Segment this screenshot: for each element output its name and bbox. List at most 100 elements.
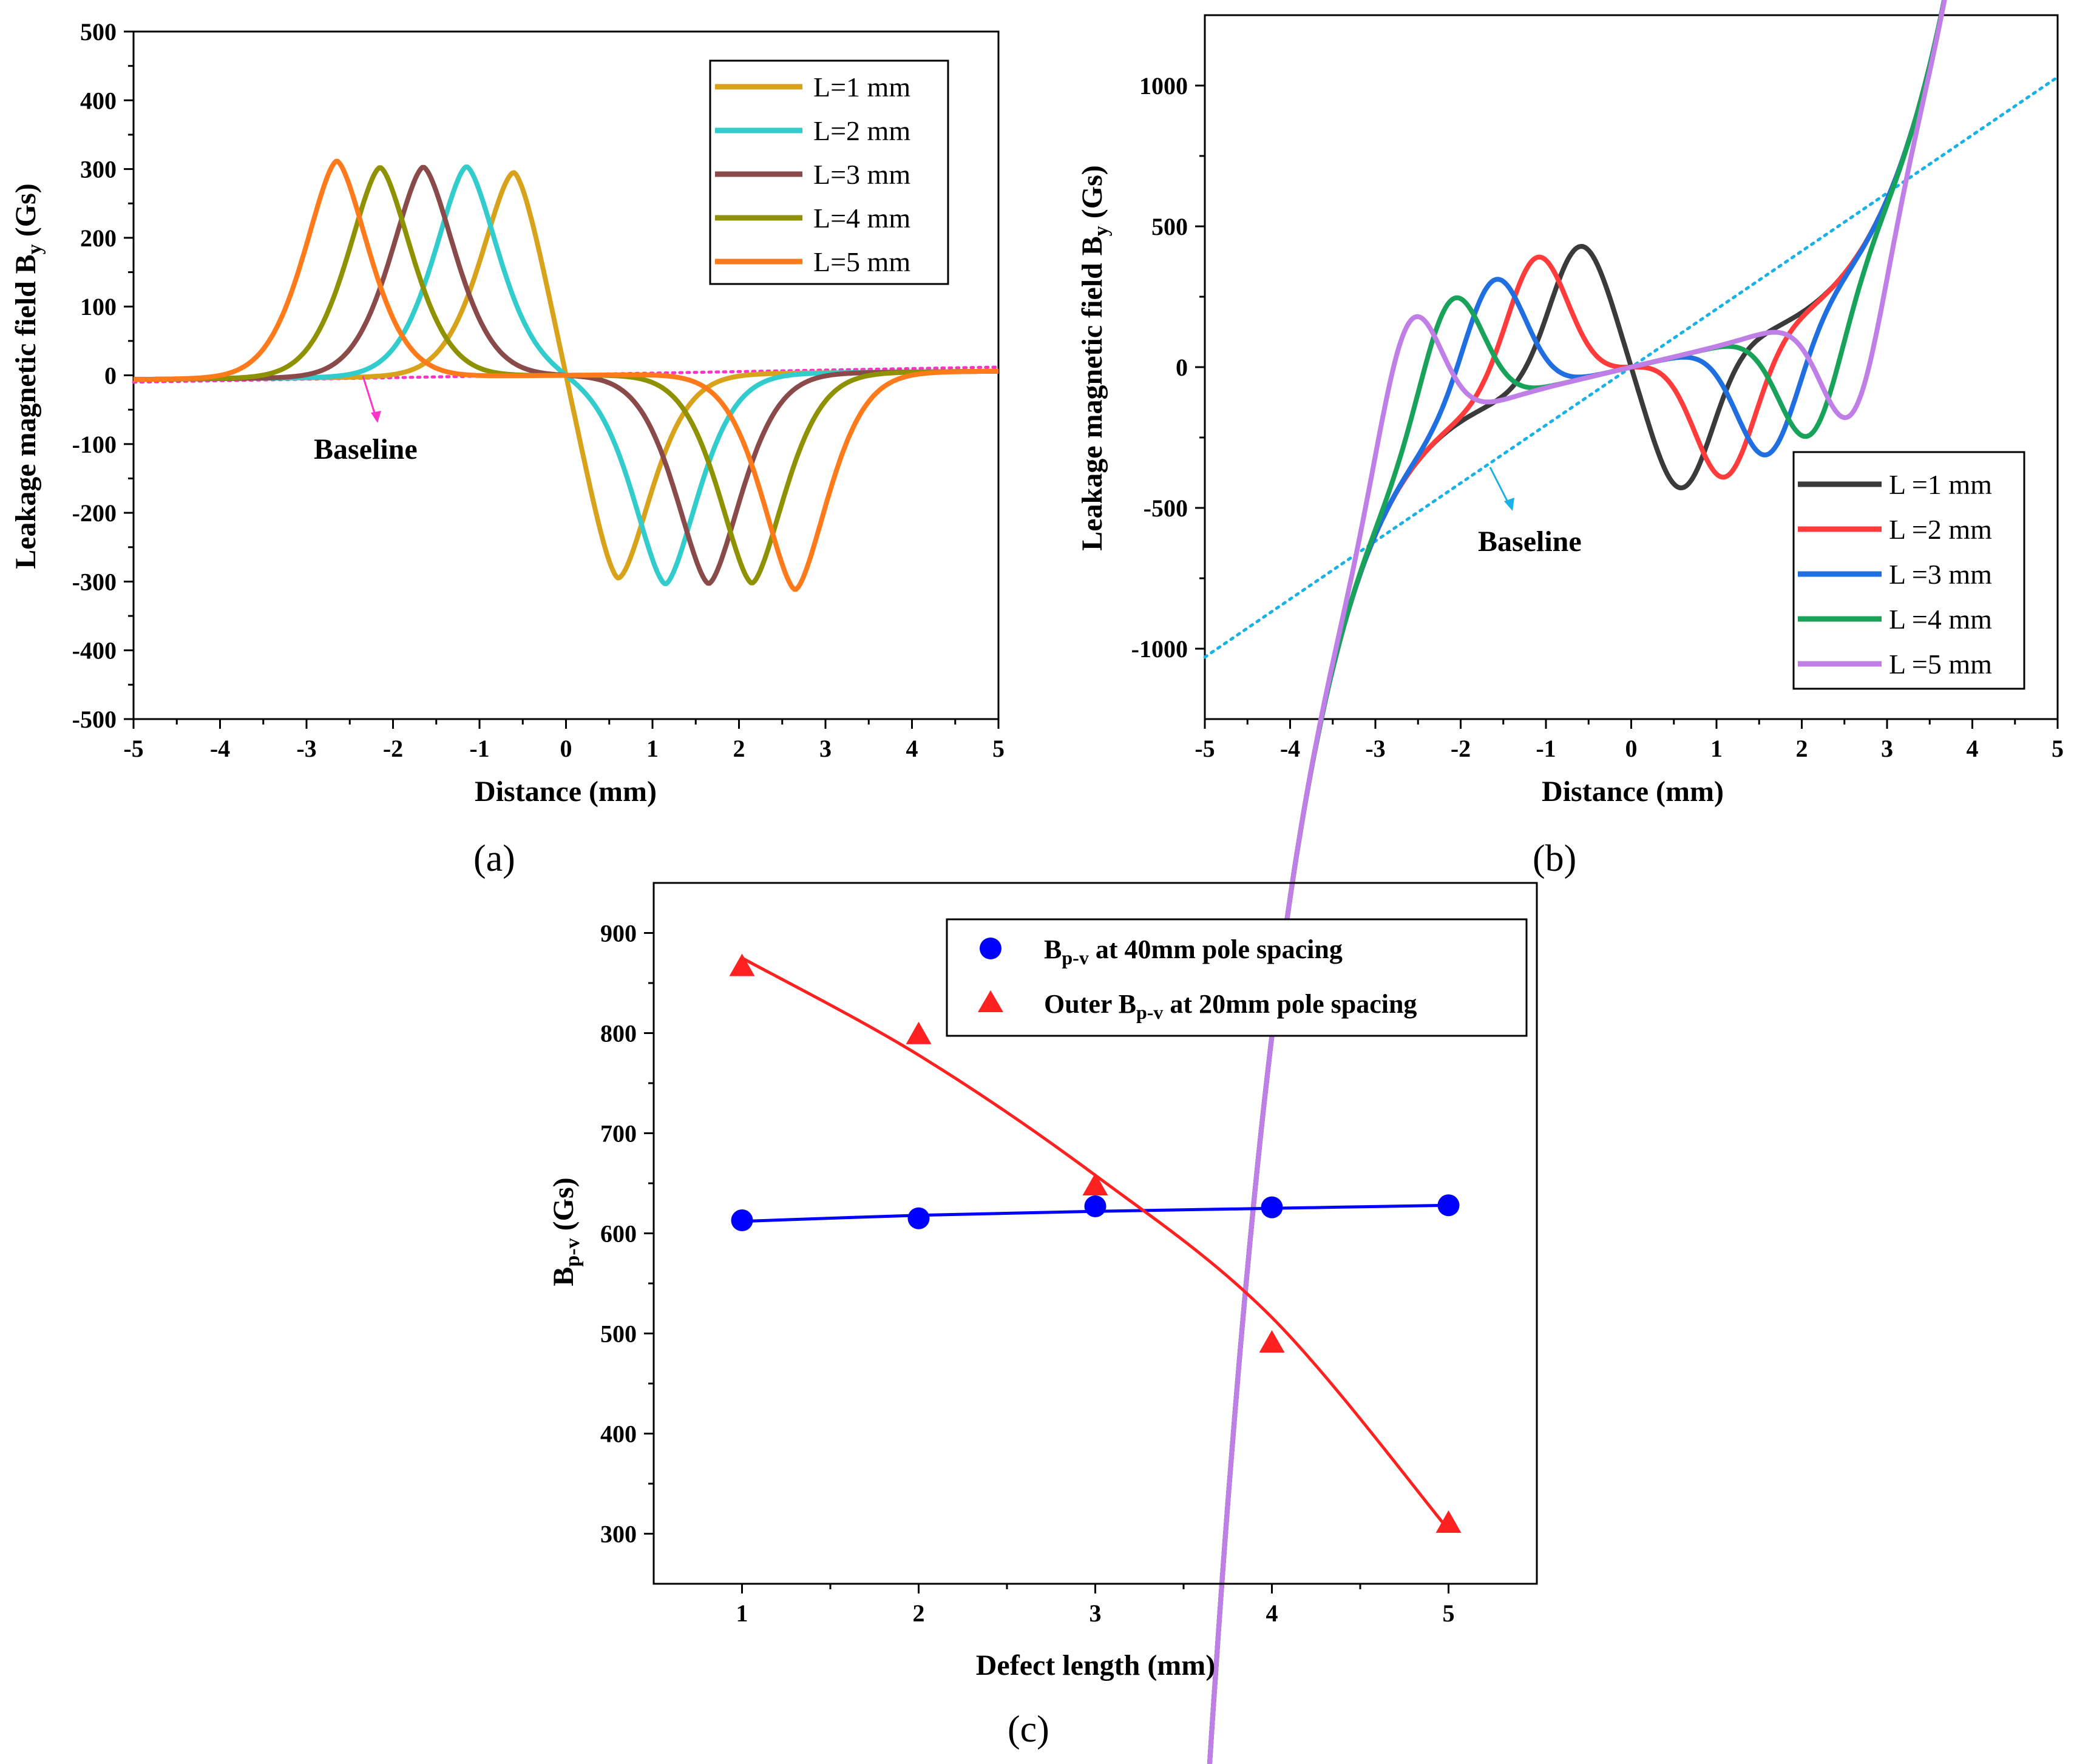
chart-a-legend-label-2: L=2 mm [813,115,910,146]
chart-b-legend-label-3: L =3 mm [1889,559,1992,590]
chart-c-ylabel: Bp-v (Gs) [547,1177,584,1286]
c-xtick-label-4: 5 [1443,1600,1455,1627]
chart-c-series-2-point-3 [1082,1172,1108,1195]
a-ytick-label-10: 500 [80,18,117,46]
chart-b-annotation-arrow [1489,467,1511,507]
b-xtick-label-0: -5 [1195,735,1215,762]
c-ytick-label-6: 900 [600,920,637,947]
chart-c-series-1-point-4 [1261,1196,1283,1218]
c-ytick-label-3: 600 [600,1220,637,1248]
chart-b-annotation-text: Baseline [1478,525,1582,558]
chart-a-annotation-arrow [362,376,378,419]
a-xtick-label-0: -5 [123,735,143,762]
chart-c-series-1-point-2 [907,1207,930,1229]
chart-b-series-group [1207,0,1947,1764]
b-xtick-label-9: 4 [1967,735,1979,762]
chart-a-series-group [132,158,1000,592]
a-ytick-label-8: 300 [80,156,117,183]
chart-c-series-1-point-1 [731,1209,753,1232]
a-xtick-label-8: 3 [819,735,832,762]
chart-c-legend: Bp-v at 40mm pole spacing Outer Bp-v at … [946,918,1528,1037]
chart-c-legend-1-post: at 40mm pole spacing [1089,934,1343,964]
chart-c-legend-box [946,918,1528,1037]
a-ytick-label-5: 0 [104,362,117,390]
b-xtick-label-3: -2 [1451,735,1471,762]
chart-c-series-group [729,953,1462,1533]
chart-b-ylabel-main: Leakage magnetic field B [1076,236,1108,551]
b-xtick-label-4: -1 [1536,735,1556,762]
chart-c-ylabel-main: B [547,1267,580,1286]
chart-c-legend-2-pre: Outer B [1044,989,1136,1019]
chart-c-series-2-fit-line [741,956,1450,1531]
a-xtick-label-10: 5 [992,735,1005,762]
chart-b-ylabel-sub: y [1090,226,1113,236]
c-ytick-label-1: 400 [600,1421,637,1448]
c-ytick-label-5: 800 [600,1020,637,1047]
chart-b-legend-label-4: L =4 mm [1889,604,1992,635]
chart-a-ylabel-main: Leakage magnetic field B [10,254,42,569]
b-xtick-label-5: 0 [1625,735,1638,762]
chart-c-series-1-point-3 [1084,1195,1106,1217]
chart-a-legend-label-4: L=4 mm [813,203,910,234]
chart-b-series-5-line [1207,0,1947,1764]
chart-c-series-2-point-2 [906,1021,932,1044]
chart-a-annotation-text: Baseline [314,433,418,465]
chart-c-legend-2-sub: p-v [1136,1001,1163,1023]
chart-c-xlabel: Defect length (mm) [976,1649,1216,1681]
chart-c-legend-marker-circle [980,938,1001,959]
c-xtick-label-3: 4 [1266,1600,1278,1627]
chart-b-legend-label-2: L =2 mm [1889,514,1992,545]
b-ytick-label-4: 1000 [1139,72,1188,100]
a-xtick-label-3: -2 [383,735,403,762]
c-xtick-label-2: 3 [1090,1600,1102,1627]
a-xtick-label-7: 2 [733,735,745,762]
a-xtick-label-9: 4 [906,735,918,762]
chart-b: -5 -4 -3 -2 -1 0 1 2 3 4 5 -1000 -500 0 500 1000 Baseli… [1076,0,2064,1764]
chart-a-ylabel-unit: (Gs) [10,183,42,244]
chart-a-legend-label-3: L=3 mm [813,159,910,190]
chart-b-legend-label-5: L =5 mm [1889,649,1992,680]
panel-label-c: (c) [1008,1709,1049,1750]
chart-c-series-2-point-4 [1259,1330,1285,1353]
a-xtick-label-5: 0 [560,735,572,762]
a-ytick-label-2: -300 [72,568,117,595]
chart-c-series-2-point-1 [729,953,755,976]
b-xtick-label-6: 1 [1710,735,1723,762]
chart-a-series-5-line [132,158,1000,592]
panel-label-a: (a) [473,838,515,879]
b-ytick-label-2: 0 [1176,354,1188,381]
chart-c-legend-2-post: at 20mm pole spacing [1163,989,1417,1019]
c-xtick-label-1: 2 [913,1600,925,1627]
chart-a-ticks: -5 -4 -3 -2 -1 0 1 2 3 4 5 -500 -400 -300 -200 -100 0 100… [72,18,1005,762]
a-ytick-label-7: 200 [80,225,117,252]
panel-label-b: (b) [1533,838,1576,879]
chart-b-legend: L =1 mm L =2 mm L =3 mm L =4 mm L =5 mm [1792,451,2025,690]
b-xtick-label-2: -3 [1365,735,1385,762]
c-ytick-label-2: 500 [600,1320,637,1348]
chart-c: 1 2 3 4 5 300 400 500 600 700 800 900 Bp-v at 40mm … [547,882,1538,1750]
c-ytick-label-4: 700 [600,1120,637,1147]
chart-c-series-2-point-5 [1435,1510,1462,1533]
b-xtick-label-7: 2 [1796,735,1808,762]
chart-b-annotation-arrowhead [1504,498,1514,511]
chart-c-legend-label-2: Outer Bp-v at 20mm pole spacing [1044,989,1417,1023]
a-ytick-label-0: -500 [72,706,117,733]
b-xtick-label-10: 5 [2052,735,2064,762]
chart-b-ylabel-unit: (Gs) [1076,165,1108,226]
chart-b-legend-label-1: L =1 mm [1889,469,1992,500]
b-xtick-label-8: 3 [1881,735,1893,762]
c-xtick-label-0: 1 [736,1600,748,1627]
chart-c-legend-label-1: Bp-v at 40mm pole spacing [1044,934,1343,968]
chart-a-ylabel-sub: y [24,244,46,254]
a-ytick-label-6: 100 [80,293,117,320]
chart-a-legend-label-1: L=1 mm [813,72,910,103]
chart-a: -5 -4 -3 -2 -1 0 1 2 3 4 5 -500 -400 -300 -200 -100 0 100… [10,18,1005,879]
b-ytick-label-0: -1000 [1131,635,1188,663]
a-ytick-label-4: -100 [72,431,117,458]
b-ytick-label-3: 500 [1151,213,1188,240]
chart-c-legend-1-pre: B [1044,934,1062,964]
chart-c-ylabel-unit: (Gs) [547,1177,580,1238]
chart-b-baseline-annotation: Baseline [1478,467,1582,558]
chart-c-series-1-point-5 [1437,1194,1460,1217]
